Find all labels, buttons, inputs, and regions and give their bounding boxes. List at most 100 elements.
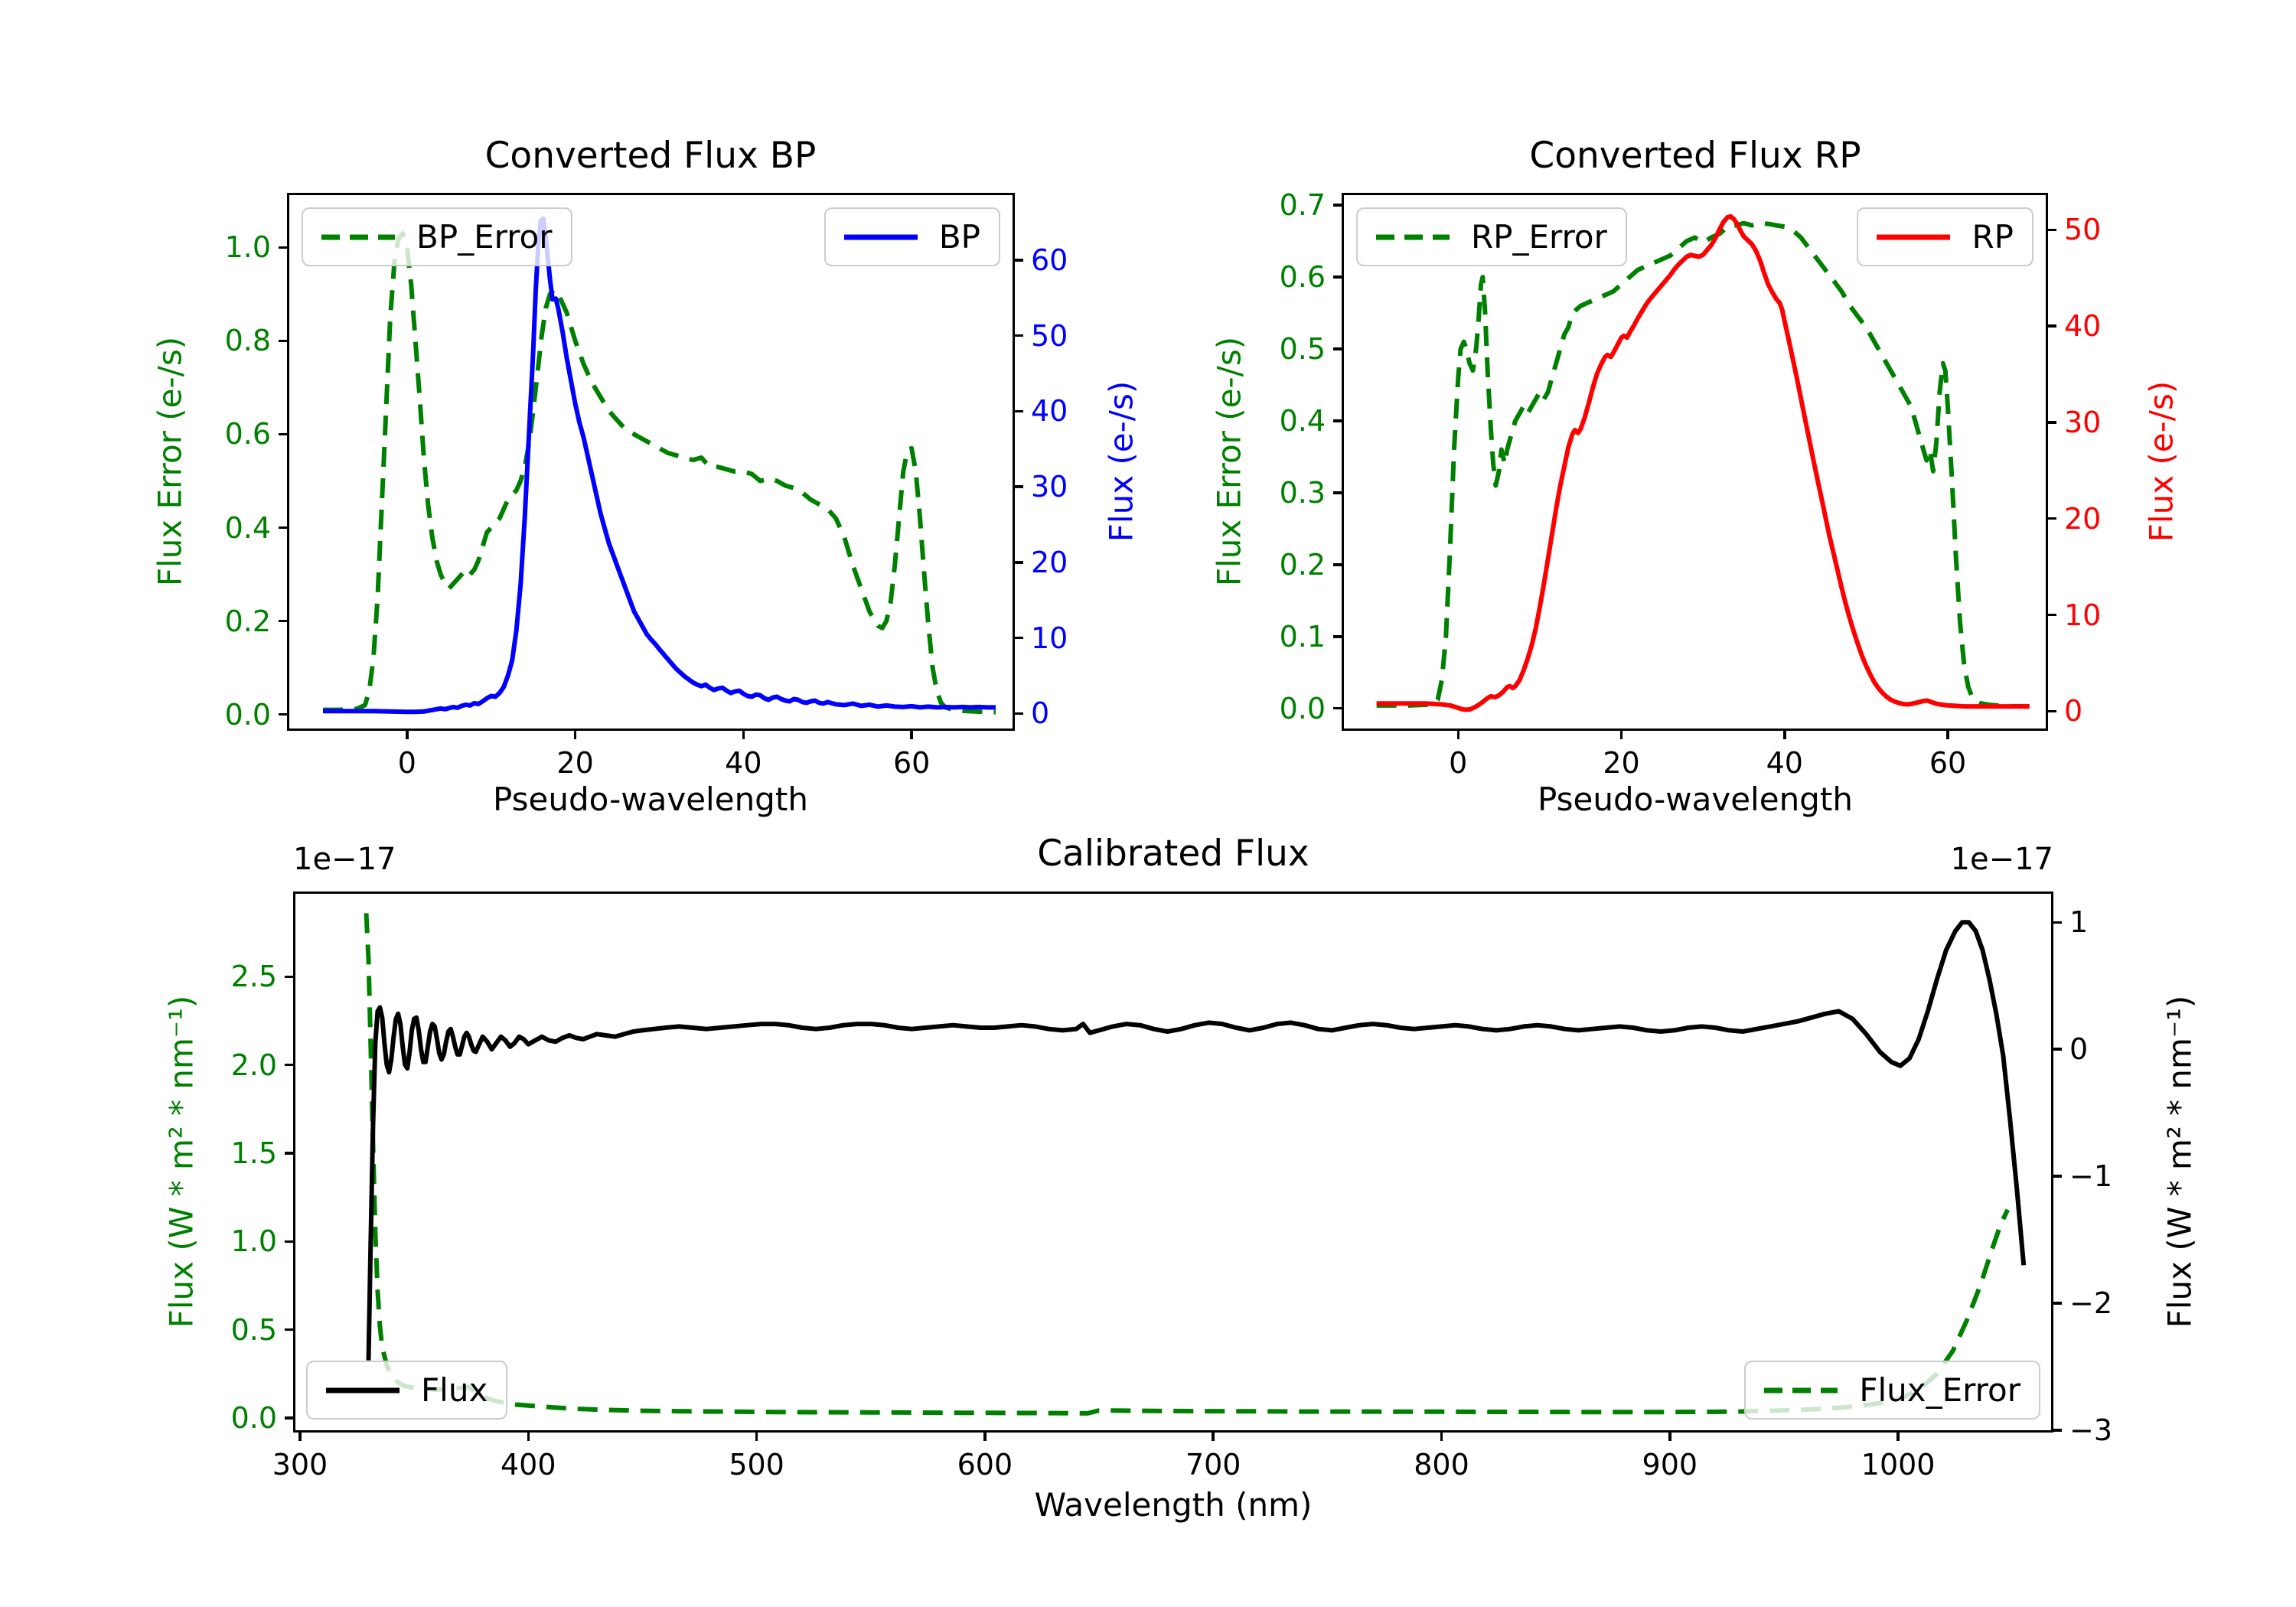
right-tick-label: −2	[2069, 1286, 2113, 1321]
right-tick	[1013, 636, 1023, 640]
right-tick-label: 60	[1031, 243, 1068, 277]
right-tick-label: 20	[1031, 545, 1068, 579]
x-tick-label: 60	[1929, 746, 1967, 780]
series-bp_error	[323, 231, 996, 715]
x-tick	[298, 1430, 302, 1441]
bp-left-axis-label: Flux Error (e-/s)	[151, 336, 189, 587]
right-tick-label: 20	[2064, 501, 2102, 536]
x-tick	[1456, 729, 1460, 739]
series-flux	[366, 920, 2027, 1361]
legend-flux: Flux	[306, 1361, 508, 1420]
right-tick-label: −3	[2069, 1413, 2113, 1447]
x-tick-label: 40	[1766, 746, 1803, 780]
rp-chart-svg	[1376, 214, 2030, 712]
rp-plot-area: 0 20 40 60 0.0 0.1 0.2 0.3 0.4 0.5 0.6 0.7 0 10 20 30 40…	[1280, 191, 2102, 777]
calibrated-chart-svg	[364, 913, 2027, 1416]
left-axis-offset-exponent: 1e−17	[293, 842, 396, 877]
legend-label: RP	[1971, 218, 2014, 256]
x-tick	[573, 729, 577, 739]
right-tick	[1013, 334, 1023, 337]
x-tick	[1440, 1430, 1443, 1441]
legend-rp_error: RP_Error	[1356, 207, 1627, 266]
series-bp	[323, 216, 996, 715]
right-tick-label: 40	[2064, 309, 2102, 344]
bp-x-axis-label: Pseudo-wavelength	[493, 781, 808, 818]
right-tick	[1013, 259, 1023, 262]
left-tick-label: 0.2	[1279, 547, 1326, 582]
right-tick	[1013, 712, 1023, 715]
x-tick	[1783, 729, 1786, 739]
x-tick	[1619, 729, 1623, 739]
legend-bp: BP	[823, 207, 1000, 266]
right-tick-label: 10	[2064, 598, 2102, 632]
left-tick-label: 1.0	[230, 1224, 277, 1259]
legend-rp: RP	[1857, 207, 2033, 266]
calibrated-left-axis-label: Flux (W * m² * nm⁻¹)	[162, 995, 201, 1328]
legend-label: RP_Error	[1471, 218, 1607, 256]
left-tick-label: 0.0	[230, 1400, 277, 1435]
bp-plot-title: Converted Flux BP	[484, 135, 817, 177]
legend-line-sample	[321, 234, 395, 240]
x-tick-label: 0	[397, 746, 416, 780]
right-tick-label: 30	[1031, 470, 1068, 504]
left-tick-label: 1.0	[224, 230, 271, 265]
left-tick	[279, 712, 289, 716]
right-tick	[2046, 613, 2056, 617]
legend-line-sample	[326, 1387, 400, 1393]
legend-line-sample	[1376, 234, 1450, 240]
x-tick-label: 400	[501, 1448, 556, 1482]
x-tick-label: 300	[272, 1448, 328, 1482]
calibrated-x-axis-label: Wavelength (nm)	[1034, 1486, 1313, 1524]
left-tick-label: 0.6	[224, 417, 271, 451]
left-tick-label: 0.3	[1279, 475, 1326, 510]
legend-line-sample	[1877, 234, 1951, 240]
left-tick	[285, 1152, 295, 1155]
right-tick	[2046, 324, 2056, 328]
legend-label: BP_Error	[416, 218, 553, 256]
right-tick	[2046, 228, 2056, 232]
left-tick-label: 0.2	[224, 604, 271, 638]
left-tick	[1333, 635, 1344, 638]
bp-plot-area: 0 20 40 60 0.0 0.2 0.4 0.6 0.8 1.0 0 10 20 30 40 50 60 BP…	[225, 193, 1068, 777]
x-tick-label: 600	[957, 1448, 1013, 1482]
right-tick	[1013, 561, 1023, 564]
x-tick	[983, 1430, 987, 1441]
legend-flux_error: Flux_Error	[1744, 1361, 2040, 1420]
right-tick-label: 40	[1031, 394, 1068, 429]
legend-label: Flux	[421, 1371, 488, 1409]
right-tick	[2046, 517, 2056, 520]
right-tick	[2051, 1302, 2062, 1305]
x-tick-label: 0	[1449, 746, 1468, 780]
x-tick	[1946, 729, 1949, 739]
left-tick	[1333, 347, 1344, 350]
legend-line-sample	[843, 234, 918, 240]
right-tick	[2046, 709, 2056, 713]
series-flux_error	[364, 913, 2011, 1416]
left-tick	[285, 975, 295, 979]
rp-x-axis-label: Pseudo-wavelength	[1538, 781, 1853, 818]
legend-bp_error: BP_Error	[302, 207, 572, 266]
right-tick-label: 10	[1031, 621, 1068, 655]
left-tick	[1333, 275, 1344, 279]
left-tick	[279, 526, 289, 530]
rp-plot-title: Converted Flux RP	[1529, 135, 1861, 177]
right-tick	[1013, 485, 1023, 488]
x-tick-label: 800	[1414, 1448, 1469, 1482]
x-tick-label: 500	[729, 1448, 784, 1482]
right-tick	[2051, 1429, 2062, 1432]
right-tick-label: 50	[1031, 318, 1068, 353]
calibrated-plot-title: Calibrated Flux	[1037, 833, 1309, 875]
left-tick	[279, 432, 289, 436]
left-tick	[1333, 204, 1344, 207]
series-rp_error	[1376, 220, 2030, 709]
x-tick	[1668, 1430, 1671, 1441]
x-tick-label: 60	[892, 746, 931, 780]
left-tick-label: 0.6	[1279, 260, 1326, 295]
x-tick-label: 900	[1642, 1448, 1698, 1482]
left-tick	[279, 246, 289, 249]
series-rp	[1376, 214, 2030, 712]
left-tick	[285, 1416, 295, 1420]
left-tick	[1333, 706, 1344, 710]
right-tick-label: 50	[2064, 213, 2102, 247]
